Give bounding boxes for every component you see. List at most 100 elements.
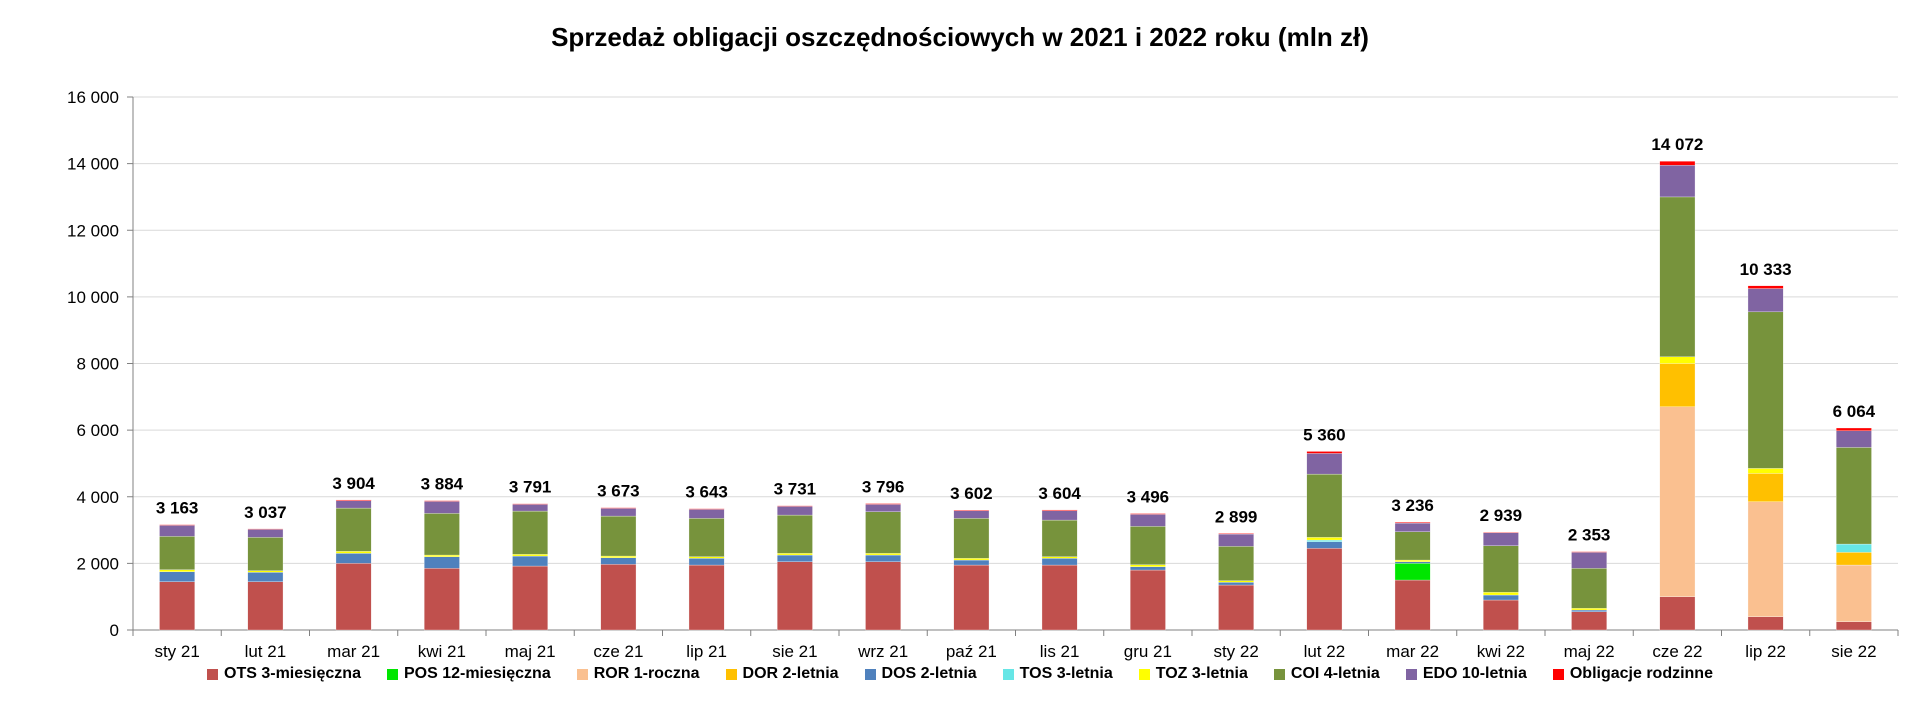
bar-segment (512, 510, 548, 555)
legend-item: Obligacje rodzinne (1552, 665, 1713, 683)
total-label: 2 939 (1480, 506, 1523, 525)
bar-segment (1747, 473, 1784, 502)
bar-segment (512, 554, 548, 557)
legend-item: TOZ 3-letnia (1138, 665, 1248, 683)
total-label: 14 072 (1651, 135, 1703, 154)
bar-segment (159, 581, 195, 631)
x-tick-label: lut 22 (1304, 642, 1346, 661)
bar-segment (424, 501, 460, 514)
x-tick-label: paź 21 (946, 642, 997, 661)
x-tick-label: mar 21 (327, 642, 380, 661)
bar-segment (1659, 161, 1696, 166)
bar-segment (1483, 594, 1519, 601)
y-tick-label: 2 000 (76, 554, 119, 573)
bar-segment (1483, 545, 1519, 593)
bar-segment (1306, 548, 1343, 631)
bar-segment (1836, 430, 1872, 448)
bar-segment (1306, 537, 1343, 541)
bar-segment (1218, 533, 1254, 535)
bar-segment (1571, 611, 1607, 631)
bar-segment (688, 556, 725, 559)
y-tick-label: 6 000 (76, 421, 119, 440)
x-tick-label: kwi 21 (418, 642, 466, 661)
bar-segment (247, 529, 284, 538)
bar-segment (1306, 451, 1343, 454)
bar-segment (1659, 596, 1696, 631)
bar-segment (1394, 579, 1431, 631)
bar-segment (1836, 552, 1872, 566)
bar-segment (1306, 473, 1343, 538)
bar-segment (1041, 558, 1078, 566)
legend-swatch (386, 668, 398, 680)
bar-segment (1571, 609, 1607, 612)
bar-segment (777, 514, 813, 554)
y-tick-label: 14 000 (67, 155, 119, 174)
bar-segment (335, 499, 372, 501)
bar-segment (688, 508, 725, 510)
bar-segment (777, 553, 813, 556)
bar-segment (953, 510, 990, 519)
x-tick-label: maj 22 (1564, 642, 1615, 661)
bar-segment (865, 561, 901, 631)
legend-item: EDO 10-letnia (1405, 665, 1527, 683)
y-tick-label: 8 000 (76, 355, 119, 374)
bar-segment (335, 563, 372, 631)
bar-segment (1836, 447, 1872, 545)
x-tick-label: lip 21 (686, 642, 727, 661)
x-tick-label: sty 22 (1213, 642, 1258, 661)
x-tick-label: wrz 21 (857, 642, 908, 661)
bar-segment (865, 554, 901, 562)
bar-segment (600, 555, 637, 558)
bar-segment (1218, 580, 1254, 583)
bar-segment (1130, 566, 1166, 571)
bar-segment (159, 524, 195, 526)
bar-segment (1836, 564, 1872, 622)
bar-segment (1659, 165, 1696, 198)
bar-segment (335, 500, 372, 509)
bar-segment (953, 559, 990, 566)
y-tick-label: 0 (110, 621, 119, 640)
bar-segment (159, 569, 195, 572)
bar-segment (1394, 559, 1431, 562)
bar-segment (1218, 584, 1254, 631)
legend-item: COI 4-letnia (1273, 665, 1380, 683)
total-label: 2 899 (1215, 507, 1258, 526)
x-tick-label: sie 22 (1831, 642, 1876, 661)
bar-segment (600, 557, 637, 565)
bar-segment (865, 503, 901, 505)
bar-segment (1659, 196, 1696, 357)
legend-label: TOZ 3-letnia (1155, 665, 1248, 682)
x-tick-label: lut 21 (245, 642, 287, 661)
total-label: 3 904 (332, 474, 375, 493)
y-tick-label: 10 000 (67, 288, 119, 307)
x-tick-label: maj 21 (505, 642, 556, 661)
bar-segment (424, 554, 460, 557)
bar-segment (1571, 552, 1607, 569)
bar-segment (1306, 541, 1343, 549)
x-tick-label: gru 21 (1124, 642, 1172, 661)
bar-segment (688, 518, 725, 557)
total-label: 3 602 (950, 484, 993, 503)
bar-segment (1483, 531, 1519, 533)
bar-segment (1836, 621, 1872, 631)
bar-segment (1130, 526, 1166, 565)
bar-segment (1394, 531, 1431, 561)
bar-segment (953, 558, 990, 561)
legend-label: DOR 2-letnia (742, 665, 839, 682)
bar-segment (512, 565, 548, 631)
bar-segment (1571, 551, 1607, 553)
legend-item: POS 12-miesięczna (386, 665, 551, 683)
bar-segment (512, 555, 548, 567)
x-tick-label: sie 21 (772, 642, 817, 661)
bar-segment (1747, 285, 1784, 289)
bar-segment (1394, 563, 1431, 581)
total-label: 10 333 (1740, 260, 1792, 279)
total-label: 3 604 (1038, 484, 1081, 503)
bar-segment (512, 503, 548, 505)
bar-segment (688, 558, 725, 566)
bar-segment (1483, 592, 1519, 596)
legend-swatch (576, 668, 588, 680)
legend-item: OTS 3-miesięczna (207, 665, 361, 683)
bar-segment (1659, 406, 1696, 597)
